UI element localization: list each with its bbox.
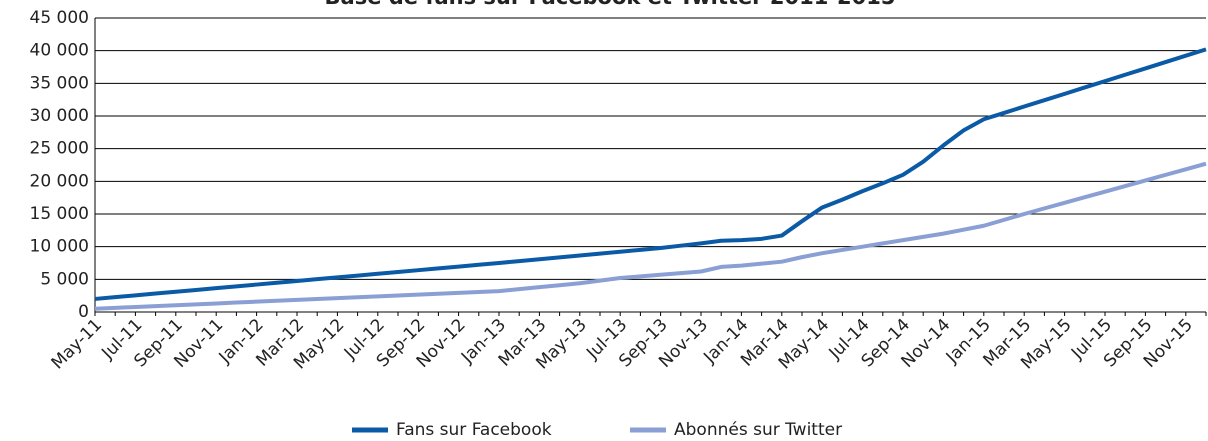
y-tick-label: 0	[78, 302, 89, 322]
y-tick-label: 45 000	[30, 8, 89, 28]
legend-label: Abonnés sur Twitter	[674, 420, 842, 440]
chart-title: Base de fans sur Facebook et Twitter 201…	[325, 0, 896, 9]
series-line	[94, 161, 1207, 311]
y-tick-label: 10 000	[30, 237, 89, 257]
y-tick-label: 30 000	[30, 106, 89, 126]
y-tick-label: 15 000	[30, 204, 89, 224]
y-tick-label: 35 000	[30, 73, 89, 93]
y-tick-label: 25 000	[30, 139, 89, 159]
y-tick-label: 5 000	[40, 269, 89, 289]
y-tick-label: 20 000	[30, 171, 89, 191]
y-tick-label: 40 000	[30, 41, 89, 61]
series-line	[94, 47, 1207, 301]
legend-label: Fans sur Facebook	[396, 420, 552, 440]
x-tick-label: May-11	[48, 315, 106, 373]
